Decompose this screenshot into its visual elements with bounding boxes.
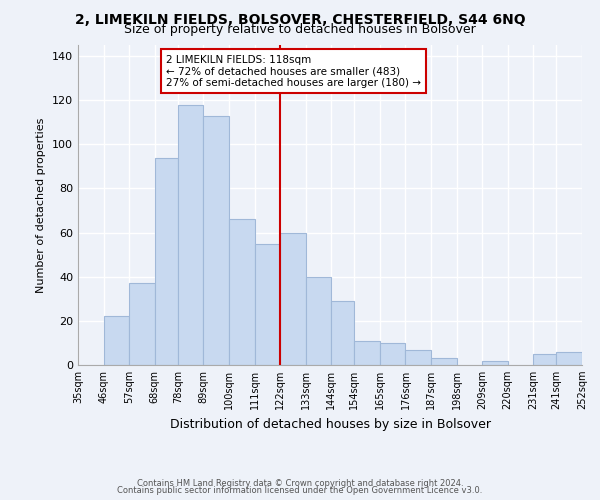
Bar: [254, 244, 280, 365]
Bar: [556, 352, 582, 365]
Bar: [280, 232, 305, 365]
Bar: [331, 301, 355, 365]
Bar: [305, 276, 331, 365]
Bar: [533, 354, 556, 365]
X-axis label: Distribution of detached houses by size in Bolsover: Distribution of detached houses by size …: [170, 418, 491, 430]
Bar: [380, 343, 406, 365]
Bar: [155, 158, 178, 365]
Bar: [203, 116, 229, 365]
Bar: [355, 340, 380, 365]
Text: Contains public sector information licensed under the Open Government Licence v3: Contains public sector information licen…: [118, 486, 482, 495]
Bar: [178, 104, 203, 365]
Text: Contains HM Land Registry data © Crown copyright and database right 2024.: Contains HM Land Registry data © Crown c…: [137, 478, 463, 488]
Text: 2 LIMEKILN FIELDS: 118sqm
← 72% of detached houses are smaller (483)
27% of semi: 2 LIMEKILN FIELDS: 118sqm ← 72% of detac…: [166, 54, 421, 88]
Bar: [431, 358, 457, 365]
Bar: [406, 350, 431, 365]
Bar: [229, 220, 254, 365]
Y-axis label: Number of detached properties: Number of detached properties: [37, 118, 46, 292]
Bar: [129, 284, 155, 365]
Bar: [482, 360, 508, 365]
Text: Size of property relative to detached houses in Bolsover: Size of property relative to detached ho…: [124, 22, 476, 36]
Bar: [104, 316, 129, 365]
Text: 2, LIMEKILN FIELDS, BOLSOVER, CHESTERFIELD, S44 6NQ: 2, LIMEKILN FIELDS, BOLSOVER, CHESTERFIE…: [74, 12, 526, 26]
